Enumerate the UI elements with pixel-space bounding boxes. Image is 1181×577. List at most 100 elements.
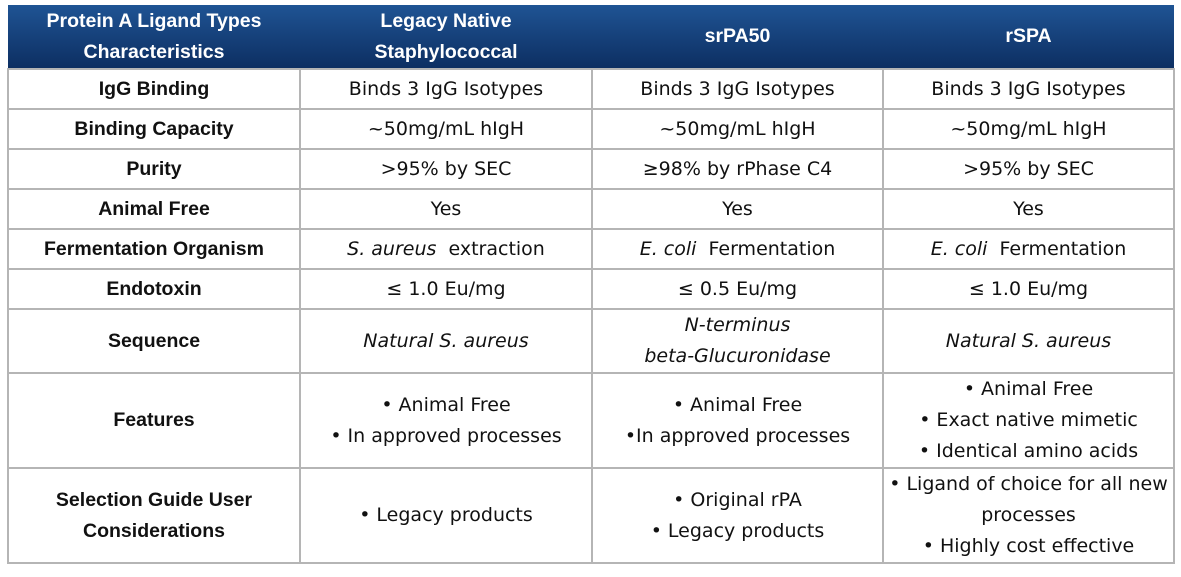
cell-text: • Legacy products — [650, 519, 825, 542]
value-cell: • Original rPA • Legacy products — [591, 467, 884, 564]
header-rspa: rSPA — [883, 5, 1174, 69]
row-label: Selection Guide User — [55, 488, 253, 511]
header-line: srPA50 — [704, 25, 771, 47]
value-cell: Yes — [591, 188, 884, 230]
value-cell: • Legacy products — [299, 467, 593, 564]
row-label: Sequence — [107, 329, 201, 352]
value-cell: • Ligand of choice for all new processes •… — [882, 467, 1175, 564]
cell-text: E. coli Fermentation — [597, 234, 878, 265]
cell-text: • Animal Free — [672, 393, 803, 416]
value-cell: • Animal Free • In approved processes — [299, 372, 593, 469]
header-row: Protein A Ligand Types Characteristics L… — [8, 5, 1174, 69]
cell-text: Yes — [1013, 197, 1044, 220]
header-srpa50: srPA50 — [592, 5, 883, 69]
value-cell: Natural S. aureus — [299, 308, 593, 374]
value-cell: E. coli Fermentation — [591, 228, 884, 270]
organism-name: E. coli — [930, 237, 988, 260]
header-line: Legacy Native — [380, 9, 512, 32]
header-line: Staphylococcal — [374, 40, 518, 63]
row-label-cell: Sequence — [7, 308, 301, 374]
value-cell: >95% by SEC — [882, 148, 1175, 190]
row-features: Features • Animal Free • In approved proce… — [7, 372, 1175, 469]
organism-method: Fermentation — [696, 237, 836, 260]
organism-method: extraction — [436, 237, 545, 260]
cell-text: ~50mg/mL hIgH — [367, 117, 525, 140]
row-label: IgG Binding — [98, 77, 210, 100]
value-cell: Binds 3 IgG Isotypes — [591, 68, 884, 110]
cell-text: Yes — [722, 197, 753, 220]
organism-method: Fermentation — [987, 237, 1127, 260]
value-cell: Binds 3 IgG Isotypes — [299, 68, 593, 110]
value-cell: ~50mg/mL hIgH — [591, 108, 884, 150]
row-animal-free: Animal Free Yes Yes Yes — [7, 188, 1175, 230]
cell-text: Natural S. aureus — [363, 329, 529, 352]
table-header: Protein A Ligand Types Characteristics L… — [8, 5, 1174, 69]
row-label-cell: Fermentation Organism — [7, 228, 301, 270]
cell-text: ≤ 1.0 Eu/mg — [968, 277, 1089, 300]
value-cell: Natural S. aureus — [882, 308, 1175, 374]
row-label-cell: IgG Binding — [7, 68, 301, 110]
cell-text: ≤ 0.5 Eu/mg — [677, 277, 798, 300]
row-label-cell: Binding Capacity — [7, 108, 301, 150]
row-selection-guide: Selection Guide User Considerations • Lega… — [7, 467, 1175, 564]
ligand-comparison-table-container: Protein A Ligand Types Characteristics L… — [7, 5, 1175, 564]
row-label-cell: Endotoxin — [7, 268, 301, 310]
cell-text: • Ligand of choice for all new — [889, 473, 1168, 495]
row-endotoxin: Endotoxin ≤ 1.0 Eu/mg ≤ 0.5 Eu/mg ≤ 1.0 Eu/… — [7, 268, 1175, 310]
cell-text: ≥98% by rPhase C4 — [642, 157, 833, 180]
value-cell: Yes — [882, 188, 1175, 230]
value-cell: ~50mg/mL hIgH — [299, 108, 593, 150]
row-label-cell: Selection Guide User Considerations — [7, 467, 301, 564]
header-legacy-native: Legacy Native Staphylococcal — [300, 5, 592, 69]
value-cell: ~50mg/mL hIgH — [882, 108, 1175, 150]
header-line: Characteristics — [83, 40, 225, 63]
row-label: Features — [113, 409, 195, 431]
header-line: rSPA — [1005, 25, 1052, 47]
cell-text: >95% by SEC — [380, 157, 512, 180]
cell-text: • Animal Free — [381, 393, 511, 416]
row-igg-binding: IgG Binding Binds 3 IgG Isotypes Binds 3 I… — [7, 68, 1175, 110]
cell-text: Binds 3 IgG Isotypes — [348, 77, 544, 100]
row-label-cell: Features — [7, 372, 301, 469]
cell-text: Binds 3 IgG Isotypes — [931, 77, 1126, 100]
row-label: Fermentation Organism — [44, 237, 264, 260]
cell-text: beta-Glucuronidase — [644, 345, 831, 367]
table-body: IgG Binding Binds 3 IgG Isotypes Binds 3 I… — [7, 68, 1175, 564]
cell-text: E. coli Fermentation — [888, 234, 1169, 265]
cell-text: ~50mg/mL hIgH — [659, 117, 816, 140]
row-label: Animal Free — [98, 197, 210, 220]
cell-text: processes — [981, 504, 1076, 526]
row-purity: Purity >95% by SEC ≥98% by rPhase C4 >95% b… — [7, 148, 1175, 190]
cell-text: • Legacy products — [359, 504, 533, 526]
organism-name: E. coli — [639, 237, 697, 260]
cell-text: • Original rPA — [673, 488, 802, 511]
row-label: Considerations — [83, 519, 225, 542]
cell-text: Binds 3 IgG Isotypes — [640, 77, 835, 100]
cell-text: •In approved processes — [624, 424, 851, 447]
row-label: Purity — [126, 157, 182, 180]
cell-text: S. aureus extraction — [305, 234, 587, 265]
cell-text: ≤ 1.0 Eu/mg — [386, 277, 506, 300]
cell-text: • Highly cost effective — [922, 535, 1135, 557]
value-cell: ≤ 1.0 Eu/mg — [299, 268, 593, 310]
cell-text: • Identical amino acids — [918, 440, 1139, 462]
organism-name: S. aureus — [347, 237, 437, 260]
value-cell: ≥98% by rPhase C4 — [591, 148, 884, 190]
row-sequence: Sequence Natural S. aureus N-terminus beta-… — [7, 308, 1175, 374]
cell-text: • In approved processes — [330, 424, 562, 447]
header-line: Protein A Ligand Types — [46, 9, 262, 32]
cell-text: Yes — [430, 197, 462, 220]
cell-text: Natural S. aureus — [945, 329, 1112, 352]
cell-text: • Animal Free — [963, 378, 1094, 400]
row-binding-capacity: Binding Capacity ~50mg/mL hIgH ~50mg/mL hI… — [7, 108, 1175, 150]
cell-text: • Exact native mimetic — [919, 409, 1138, 431]
value-cell: >95% by SEC — [299, 148, 593, 190]
row-label-cell: Animal Free — [7, 188, 301, 230]
value-cell: S. aureus extraction — [299, 228, 593, 270]
cell-text: N-terminus — [684, 314, 791, 336]
value-cell: • Animal Free •In approved processes — [591, 372, 884, 469]
value-cell: ≤ 0.5 Eu/mg — [591, 268, 884, 310]
header-characteristics: Protein A Ligand Types Characteristics — [8, 5, 300, 69]
row-label-cell: Purity — [7, 148, 301, 190]
cell-text: ~50mg/mL hIgH — [950, 117, 1107, 140]
